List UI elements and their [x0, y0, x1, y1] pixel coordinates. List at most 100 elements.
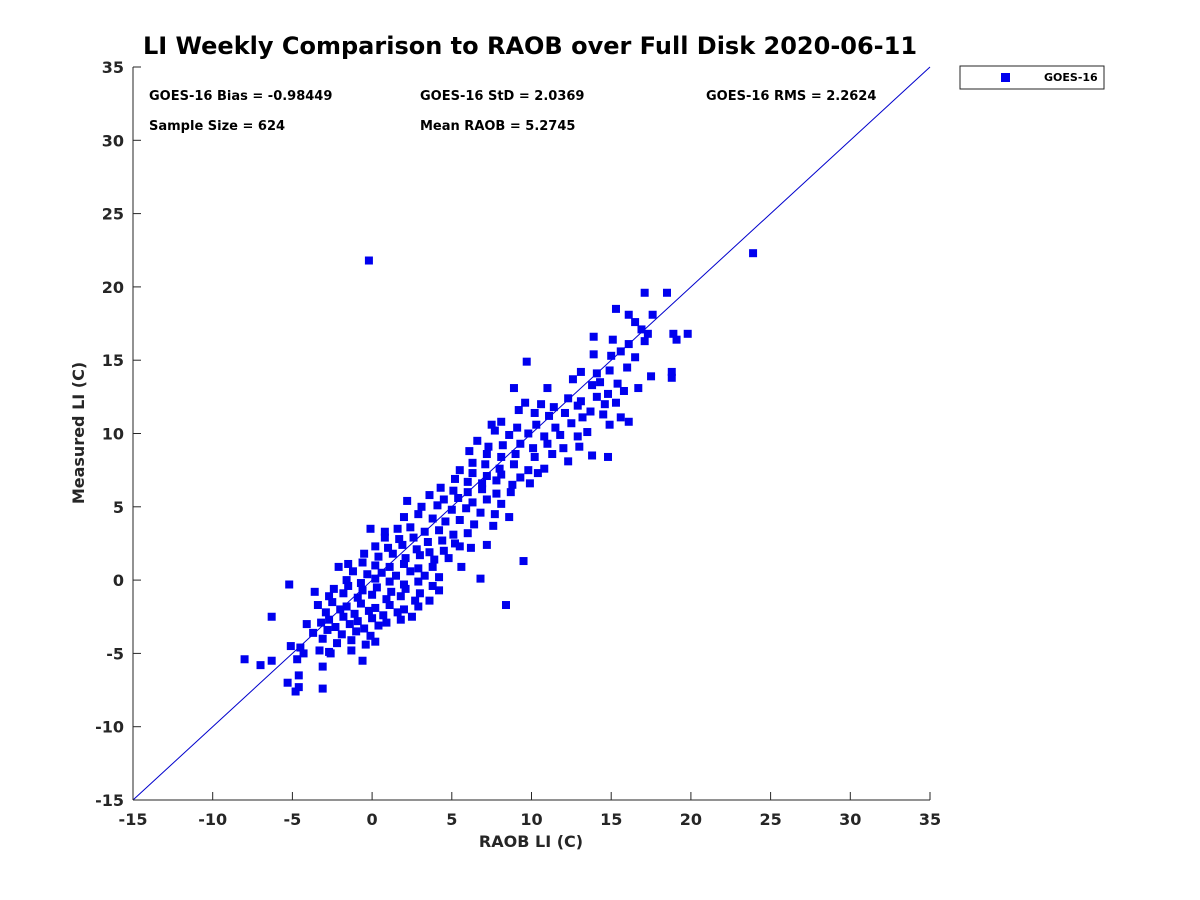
data-point	[374, 621, 383, 630]
data-point	[508, 480, 517, 489]
data-point	[356, 599, 365, 608]
x-axis-label: RAOB LI (C)	[479, 832, 583, 851]
data-point	[497, 470, 506, 479]
data-point	[385, 562, 394, 571]
data-point	[358, 558, 367, 567]
data-point	[463, 488, 472, 497]
data-point	[613, 379, 622, 388]
stat-rms: GOES-16 RMS = 2.2624	[706, 89, 876, 104]
data-point	[537, 400, 546, 409]
x-tick-label: 25	[759, 810, 781, 829]
data-point	[267, 656, 276, 665]
data-point	[336, 605, 345, 614]
data-point	[683, 329, 692, 338]
data-point	[604, 389, 613, 398]
data-point	[441, 517, 450, 526]
x-tick-label: 30	[839, 810, 861, 829]
data-point	[406, 567, 415, 576]
data-point	[509, 384, 518, 393]
x-tick-label: -5	[284, 810, 302, 829]
data-points-layer	[240, 249, 758, 696]
data-point	[519, 557, 528, 566]
stat-std: GOES-16 StD = 2.0369	[420, 89, 584, 104]
data-point	[476, 574, 485, 583]
data-point	[516, 473, 525, 482]
data-point	[454, 494, 463, 503]
data-point	[382, 618, 391, 627]
data-point	[411, 596, 420, 605]
data-point	[586, 407, 595, 416]
y-tick-label: -5	[106, 644, 124, 663]
data-point	[478, 485, 487, 494]
data-point	[482, 540, 491, 549]
data-point	[439, 546, 448, 555]
data-point	[476, 508, 485, 517]
y-tick-label: 0	[113, 571, 124, 590]
data-point	[350, 609, 359, 618]
data-point	[643, 329, 652, 338]
data-point	[497, 499, 506, 508]
data-point	[318, 634, 327, 643]
data-point	[596, 378, 605, 387]
data-point	[425, 596, 434, 605]
data-point	[667, 367, 676, 376]
data-point	[455, 466, 464, 475]
data-point	[604, 452, 613, 461]
data-point	[672, 335, 681, 344]
data-point	[318, 662, 327, 671]
data-point	[588, 451, 597, 460]
data-point	[749, 249, 758, 258]
data-point	[589, 350, 598, 359]
data-point	[463, 477, 472, 486]
data-point	[325, 615, 334, 624]
data-point	[371, 603, 380, 612]
data-point	[634, 384, 643, 393]
data-point	[524, 466, 533, 475]
x-tick-label: 20	[680, 810, 702, 829]
chart-title: LI Weekly Comparison to RAOB over Full D…	[143, 32, 917, 60]
data-point	[498, 441, 507, 450]
data-point	[344, 559, 353, 568]
data-point	[377, 568, 386, 577]
data-point	[393, 524, 402, 533]
data-point	[556, 430, 565, 439]
data-point	[401, 584, 410, 593]
data-point	[564, 457, 573, 466]
data-point	[624, 417, 633, 426]
data-point	[368, 590, 377, 599]
data-point	[420, 527, 429, 536]
data-point	[294, 683, 303, 692]
data-point	[317, 618, 326, 627]
data-point	[435, 573, 444, 582]
data-point	[333, 639, 342, 648]
data-point	[478, 479, 487, 488]
data-point	[352, 627, 361, 636]
data-point	[616, 347, 625, 356]
data-point	[388, 549, 397, 558]
data-point	[315, 646, 324, 655]
data-point	[363, 570, 372, 579]
data-point	[385, 577, 394, 586]
data-point	[366, 524, 375, 533]
data-point	[428, 514, 437, 523]
data-point	[361, 640, 370, 649]
data-point	[511, 450, 520, 459]
data-point	[366, 631, 375, 640]
data-point	[583, 428, 592, 437]
data-point	[573, 401, 582, 410]
data-point	[592, 392, 601, 401]
data-point	[588, 381, 597, 390]
data-point	[399, 580, 408, 589]
data-point	[353, 593, 362, 602]
y-tick-label: -10	[95, 718, 124, 737]
data-point	[435, 586, 444, 595]
data-point	[339, 589, 348, 598]
data-point	[521, 398, 530, 407]
data-point	[240, 655, 249, 664]
data-point	[403, 496, 412, 505]
data-point	[380, 527, 389, 536]
x-tick-label: 5	[446, 810, 457, 829]
data-point	[490, 510, 499, 519]
x-tick-label: 15	[600, 810, 622, 829]
data-point	[364, 256, 373, 265]
